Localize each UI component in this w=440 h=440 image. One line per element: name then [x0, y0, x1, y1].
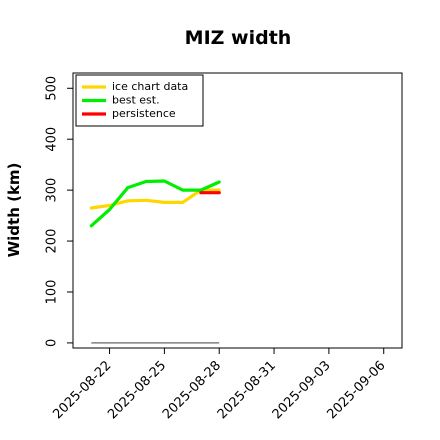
x-tick-label: 2025-09-03 [270, 358, 334, 422]
x-tick-label: 2025-09-06 [325, 358, 389, 422]
plot-area: 01002003004005002025-08-222025-08-252025… [45, 72, 403, 422]
y-tick-label: 0 [45, 339, 60, 347]
x-tick-label: 2025-08-25 [105, 358, 169, 422]
series-line-best-est [89, 179, 221, 228]
chart-title: MIZ width [185, 27, 292, 49]
y-tick-label: 500 [45, 76, 60, 101]
legend-label: persistence [112, 107, 176, 120]
y-tick-label: 200 [45, 229, 60, 254]
y-tick-label: 100 [45, 280, 60, 305]
y-tick-label: 300 [45, 178, 60, 203]
y-axis-label: Width (km) [5, 163, 23, 258]
legend-label: best est. [112, 94, 160, 107]
legend-label: ice chart data [112, 80, 188, 93]
y-tick-label: 400 [45, 127, 60, 152]
